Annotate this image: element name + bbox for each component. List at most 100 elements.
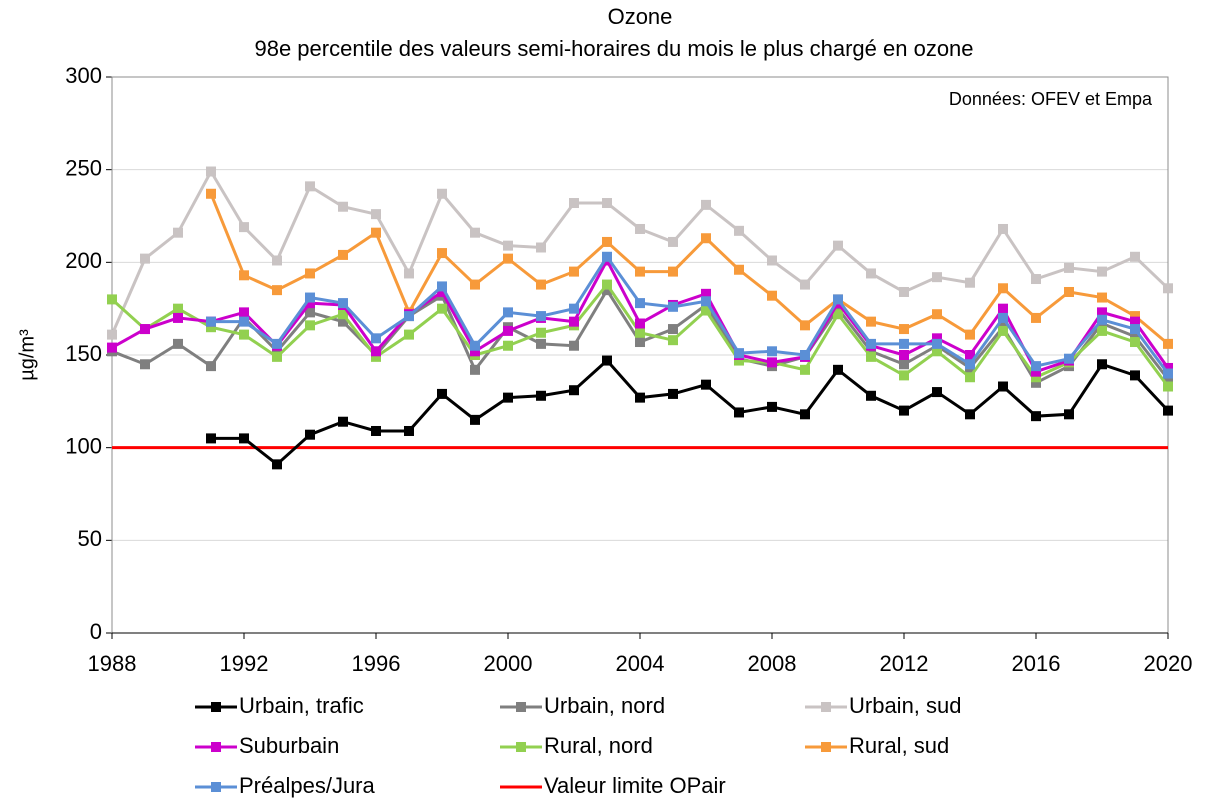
x-tick-label: 2012 (880, 651, 929, 676)
x-tick-label: 2016 (1012, 651, 1061, 676)
y-tick-label: 0 (90, 619, 102, 644)
data-point (173, 312, 183, 323)
data-point (965, 409, 975, 420)
x-tick-label: 2020 (1144, 651, 1193, 676)
y-tick-label: 50 (78, 526, 102, 551)
data-point (899, 324, 909, 335)
y-axis-label: µg/m³ (16, 329, 38, 381)
x-tick-label: 1988 (88, 651, 137, 676)
data-point (965, 350, 975, 360)
data-point (569, 316, 579, 327)
data-point (569, 340, 579, 351)
data-point (668, 324, 678, 335)
data-point (1097, 266, 1107, 277)
data-point (470, 364, 480, 375)
data-point (1163, 283, 1173, 294)
data-point (1130, 331, 1140, 342)
data-point (1130, 370, 1140, 381)
data-point (1097, 359, 1107, 370)
series-line (211, 254, 1170, 375)
data-point (734, 348, 744, 359)
data-point (404, 329, 414, 340)
data-point (1031, 361, 1041, 372)
data-point (140, 359, 150, 370)
data-point (338, 416, 348, 427)
legend-marker (821, 742, 831, 752)
data-point (305, 307, 315, 318)
data-point (668, 266, 678, 277)
data-point (503, 240, 513, 251)
data-point (338, 249, 348, 260)
data-point (140, 253, 150, 264)
data-point (404, 425, 414, 436)
data-point (1130, 324, 1140, 335)
data-point (437, 248, 447, 259)
data-point (371, 425, 381, 436)
data-point (668, 236, 678, 247)
data-point (173, 227, 183, 238)
data-point (701, 233, 711, 244)
x-tick-label: 2008 (748, 651, 797, 676)
x-tick-label: 1996 (352, 651, 401, 676)
series-line (110, 168, 1170, 336)
data-point (866, 390, 876, 401)
data-point (965, 329, 975, 340)
data-point (668, 301, 678, 312)
data-point (635, 266, 645, 277)
data-point (536, 390, 546, 401)
data-point (371, 209, 381, 220)
data-point (569, 385, 579, 396)
data-point (272, 346, 282, 357)
data-point (1064, 262, 1074, 273)
data-point (239, 222, 249, 233)
data-point (899, 286, 909, 297)
data-point (437, 388, 447, 399)
data-point (437, 286, 447, 297)
legend-marker (821, 702, 831, 712)
legend-marker (211, 702, 221, 712)
data-point (734, 225, 744, 236)
data-point (536, 279, 546, 290)
data-point (932, 272, 942, 283)
data-point (503, 392, 513, 403)
data-point (932, 387, 942, 398)
data-point (767, 290, 777, 301)
data-point (998, 325, 1008, 336)
data-point (173, 338, 183, 349)
data-point (833, 309, 843, 320)
data-point (239, 433, 249, 444)
data-point (272, 255, 282, 266)
data-point (206, 433, 216, 444)
legend-label: Rural, nord (544, 733, 653, 758)
data-point (503, 307, 513, 318)
chart-subtitle: 98e percentile des valeurs semi-horaires… (254, 36, 973, 61)
data-point (470, 279, 480, 290)
data-point (998, 381, 1008, 392)
data-point (239, 329, 249, 340)
data-point (206, 188, 216, 199)
data-point (338, 298, 348, 309)
data-point (833, 303, 843, 314)
data-point (107, 329, 117, 340)
data-point (1097, 292, 1107, 303)
data-point (800, 350, 810, 360)
data-point (239, 316, 249, 327)
data-point (1163, 405, 1173, 416)
data-point (503, 253, 513, 264)
data-point (602, 279, 612, 290)
data-point (932, 309, 942, 320)
data-point (305, 320, 315, 331)
data-point (767, 401, 777, 412)
data-point (833, 240, 843, 251)
data-point (1130, 251, 1140, 262)
data-point (965, 359, 975, 370)
legend-label: Rural, sud (849, 733, 949, 758)
data-point (899, 405, 909, 416)
data-point (503, 325, 513, 336)
data-point (305, 429, 315, 440)
y-tick-label: 150 (65, 341, 102, 366)
data-point (1163, 374, 1173, 385)
data-point (536, 327, 546, 338)
data-point (1130, 311, 1140, 322)
